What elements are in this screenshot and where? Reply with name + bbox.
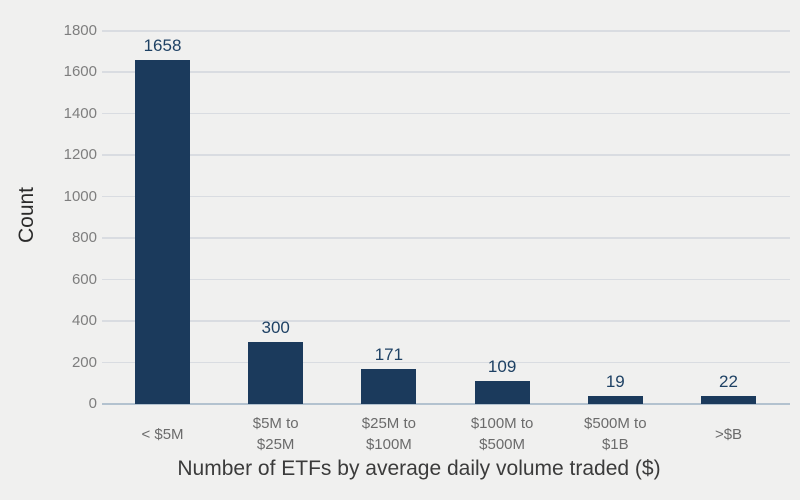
grid-line xyxy=(102,30,790,32)
x-category-label: $500M to $1B xyxy=(584,415,647,453)
chart-title: Number of ETFs by average daily volume t… xyxy=(177,457,661,480)
plot-area: 1658 300 171 109 19 22 xyxy=(102,30,790,405)
bar xyxy=(248,341,304,404)
grid-line xyxy=(102,320,790,322)
bar xyxy=(701,396,756,404)
x-category-label: $100M to $500M xyxy=(470,415,534,453)
bar-value-label: 22 xyxy=(719,372,738,391)
grid-line xyxy=(102,361,790,364)
y-tick-label: 1800 xyxy=(63,22,97,39)
bar xyxy=(474,381,530,404)
x-category-label: >$B xyxy=(714,425,743,443)
y-tick-label: 1200 xyxy=(63,146,97,164)
grid-line xyxy=(102,278,790,281)
y-tick-label: 1000 xyxy=(63,187,97,205)
bar xyxy=(587,396,643,404)
bar-value-label: 19 xyxy=(605,372,625,391)
x-category-label: $25M to $100M xyxy=(361,415,416,453)
grid-line xyxy=(102,237,790,239)
grid-line xyxy=(102,154,790,156)
bar xyxy=(361,368,417,404)
bar-value-label: 300 xyxy=(261,317,290,337)
y-tick-label: 1600 xyxy=(63,63,97,81)
grid-line xyxy=(102,112,790,115)
bar-value-label: 109 xyxy=(487,357,517,377)
x-category-label: < $5M xyxy=(141,425,184,443)
y-tick-label: 400 xyxy=(71,312,97,330)
y-tick-label: 1400 xyxy=(63,104,97,122)
x-axis-line xyxy=(102,403,790,405)
bar-value-label: 171 xyxy=(374,344,404,364)
grid-line xyxy=(102,71,790,73)
y-tick-label: 200 xyxy=(71,353,97,371)
y-tick-label: 0 xyxy=(88,395,97,412)
y-tick-label: 600 xyxy=(71,270,97,288)
x-category-label: $5M to $25M xyxy=(252,415,299,453)
bar xyxy=(135,60,190,404)
bar-value-label: 1658 xyxy=(143,36,182,56)
grid-line xyxy=(102,195,790,198)
y-tick-label: 800 xyxy=(71,229,97,247)
